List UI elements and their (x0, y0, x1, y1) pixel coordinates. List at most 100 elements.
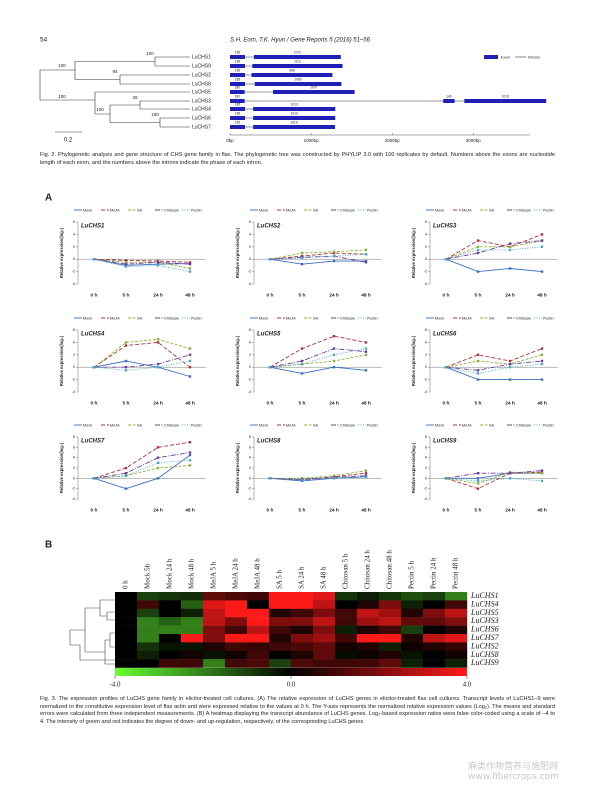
data-point (476, 372, 480, 375)
heatmap-cell (225, 592, 248, 601)
data-point (364, 248, 368, 252)
exon (230, 55, 245, 59)
legend-label: SA (313, 423, 319, 427)
row-label: LuCHS5 (470, 608, 499, 617)
series-line (269, 475, 367, 480)
column-label: Chitosan 24 h (364, 550, 372, 589)
bootstrap-value: 100 (58, 94, 66, 99)
data-point (188, 440, 192, 444)
heatmap-cell (137, 617, 160, 626)
data-point (156, 456, 160, 459)
heatmap-cell (159, 608, 182, 618)
heatmap-cell (137, 625, 160, 635)
y-tick-label: 6 (249, 220, 251, 224)
legend-label: Pectin (367, 423, 378, 427)
y-tick-label: -4 (424, 390, 427, 394)
exon (253, 125, 335, 129)
data-point (124, 366, 128, 369)
legend-label: SA (489, 208, 495, 212)
legend-label: Mock (259, 208, 268, 212)
y-tick-label: 0 (249, 257, 251, 261)
chart-title: LuCHS7 (81, 439, 105, 445)
heatmap-cell (379, 608, 402, 618)
y-tick-label: 0 (73, 257, 75, 261)
x-tick-label: 0 h (91, 400, 98, 406)
heatmap-cell (203, 642, 226, 651)
heatmap-cell (269, 608, 292, 618)
x-tick-label: 48 h (185, 507, 195, 513)
heatmap-cell (159, 600, 182, 609)
x-tick-label: 5 h (299, 400, 306, 406)
heatmap-cell (357, 617, 380, 626)
data-point (124, 264, 128, 267)
heatmap-cell (379, 625, 402, 635)
heatmap-cell (115, 659, 138, 668)
x-tick-label: 48 h (185, 400, 195, 406)
heatmap-cell (269, 600, 292, 609)
data-point (444, 366, 448, 369)
heatmap-cell (115, 592, 138, 601)
legend-label: Chitosan (164, 316, 179, 320)
heatmap-cell (357, 642, 380, 651)
heatmap-cell (247, 634, 270, 643)
legend-label: Pectin (367, 316, 378, 320)
exon-length: 1113 (294, 59, 301, 63)
data-point (332, 335, 336, 338)
exon-length: 140 (446, 94, 452, 98)
heatmap-cell (357, 592, 380, 601)
legend-label: Pectin (543, 423, 554, 427)
legend-label: Pectin (543, 208, 554, 212)
heatmap-cell (357, 600, 380, 609)
y-tick-label: 6 (425, 220, 427, 224)
exon (253, 55, 341, 59)
heatmap-cell (423, 634, 446, 643)
y-tick-label: 2 (73, 245, 75, 249)
data-point (124, 259, 128, 262)
data-point (300, 478, 304, 482)
exon-length: 1007 (310, 85, 317, 89)
leaf-label: LuCHS3 (192, 98, 211, 104)
heatmap-cell (291, 608, 314, 618)
legend-label: Pectin (543, 316, 554, 320)
data-point (476, 359, 480, 363)
y-tick-label: -4 (248, 497, 251, 501)
x-tick-label: 48 h (537, 507, 547, 513)
y-tick-label: 8 (425, 435, 427, 439)
heatmap-cell (423, 617, 446, 626)
x-tick-label: 24 h (505, 507, 515, 513)
heatmap-cell (225, 600, 248, 609)
data-point (156, 338, 160, 341)
heatmap-cell (335, 634, 358, 643)
series-line (93, 464, 191, 479)
y-tick-label: 6 (73, 445, 75, 449)
legend-label: Pectin (367, 208, 378, 212)
heatmap-cell (423, 625, 446, 635)
legend-exon: Exon (501, 55, 510, 60)
column-label: SA 5 h (276, 569, 284, 589)
heatmap-cell (357, 625, 380, 635)
heatmap-cell (335, 659, 358, 668)
series-line (269, 354, 367, 368)
heatmap-cell (115, 625, 138, 635)
series-line (445, 470, 543, 479)
series-line (93, 459, 191, 479)
data-point (188, 267, 192, 270)
y-tick-label: -4 (72, 282, 75, 286)
chart-title: LuCHS2 (257, 224, 281, 230)
series-line (445, 233, 543, 260)
heatmap-cell (137, 634, 160, 643)
heatmap-cell (269, 625, 292, 635)
heatmap-cell (137, 592, 160, 601)
y-axis-label: Relative expression(log₂) (59, 442, 64, 493)
data-point (124, 344, 128, 347)
series-line (445, 354, 543, 368)
heatmap-cell (137, 608, 160, 618)
heatmap-cell (181, 650, 204, 660)
y-tick-label: 8 (73, 435, 75, 439)
legend-label: Mock (83, 208, 92, 212)
series-line (93, 258, 191, 263)
data-point (332, 251, 336, 255)
heatmap-cell (159, 617, 182, 626)
data-point (156, 262, 160, 266)
heatmap-cell (181, 592, 204, 601)
